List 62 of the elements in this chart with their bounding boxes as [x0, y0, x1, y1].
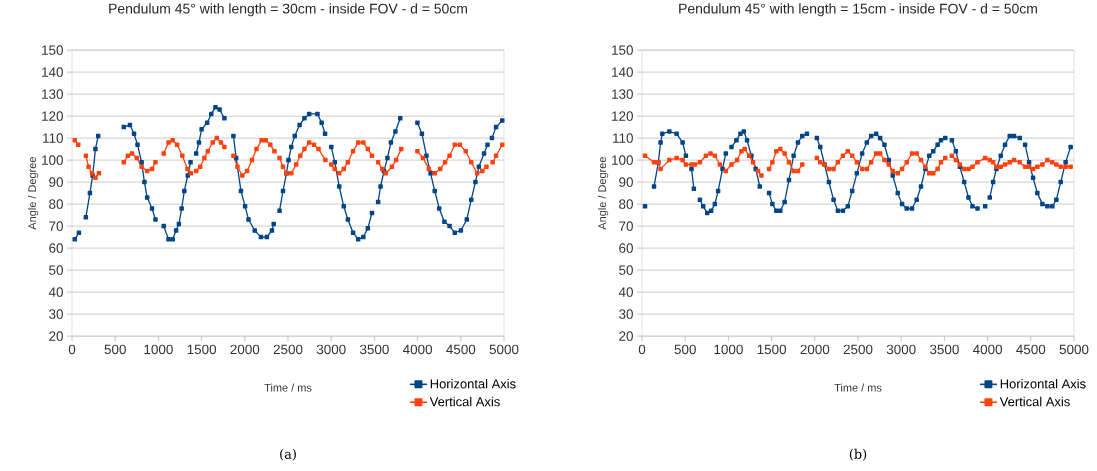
y-tick-label: 150: [42, 45, 63, 55]
legend-label: Horizontal Axis: [430, 378, 516, 389]
y-tick-label: 130: [42, 89, 63, 99]
x-tick-label: 4500: [446, 344, 476, 355]
y-tick-label: 30: [49, 309, 63, 319]
x-tick-label: 1000: [144, 344, 173, 355]
x-tick-label: 2500: [273, 344, 303, 355]
chart-title: Pendulum 45° with length = 30cm - inside FOV - d = 50cm: [109, 3, 467, 17]
x-tick-label: 500: [674, 344, 696, 355]
y-tick-label: 100: [42, 155, 63, 165]
x-tick-label: 4000: [402, 344, 433, 355]
y-tick-label: 50: [619, 265, 633, 275]
y-tick-label: 40: [48, 287, 63, 297]
y-tick-label: 60: [49, 243, 63, 253]
y-tick-label: 90: [619, 177, 633, 187]
x-tick-label: 2500: [843, 344, 873, 355]
x-tick-label: 3500: [359, 344, 389, 355]
y-axis-title: Angle / Degree: [598, 157, 609, 230]
x-tick-label: 0: [68, 344, 76, 355]
y-tick-label: 140: [612, 67, 633, 77]
x-tick-label: 1500: [187, 344, 217, 355]
x-tick-label: 3500: [929, 344, 959, 355]
y-tick-label: 150: [612, 45, 633, 55]
legend-label: Horizontal Axis: [1000, 378, 1086, 389]
y-tick-label: 80: [619, 199, 633, 209]
text: (b): [849, 448, 867, 461]
y-tick-label: 110: [43, 133, 63, 143]
x-tick-label: 2000: [230, 344, 260, 355]
y-tick-label: 110: [613, 133, 633, 143]
chart-title: Pendulum 45° with length = 15cm - inside FOV - d = 50cm: [679, 3, 1037, 17]
y-tick-label: 40: [618, 287, 633, 297]
y-tick-label: 70: [619, 221, 633, 231]
y-tick-label: 70: [49, 221, 63, 231]
x-tick-label: 0: [638, 344, 646, 355]
y-tick-label: 130: [612, 89, 633, 99]
y-tick-label: 140: [42, 67, 63, 77]
text: (a): [280, 448, 296, 461]
y-tick-label: 90: [49, 177, 63, 187]
x-tick-label: 3000: [316, 344, 346, 355]
y-tick-label: 120: [612, 111, 633, 121]
x-axis-title: Time / ms: [834, 383, 882, 392]
y-tick-label: 50: [49, 265, 63, 275]
y-axis-title: Angle / Degree: [28, 157, 39, 230]
y-tick-label: 60: [619, 243, 633, 253]
y-tick-label: 80: [49, 199, 63, 209]
y-tick-label: 120: [42, 111, 63, 121]
x-tick-label: 5000: [489, 344, 519, 355]
x-tick-label: 2000: [800, 344, 830, 355]
legend-label: Vertical Axis: [999, 396, 1070, 407]
y-tick-label: 100: [612, 155, 633, 165]
y-tick-label: 30: [619, 309, 633, 319]
x-tick-label: 4500: [1016, 344, 1046, 355]
x-tick-label: 1000: [714, 344, 743, 355]
y-tick-label: 20: [619, 331, 633, 341]
legend-label: Vertical Axis: [429, 396, 500, 407]
x-tick-label: 4000: [972, 344, 1003, 355]
x-tick-label: 500: [104, 344, 126, 355]
x-tick-label: 5000: [1059, 344, 1089, 355]
x-axis-title: Time / ms: [264, 383, 312, 392]
x-tick-label: 1500: [757, 344, 787, 355]
x-tick-label: 3000: [886, 344, 916, 355]
y-tick-label: 20: [49, 331, 63, 341]
